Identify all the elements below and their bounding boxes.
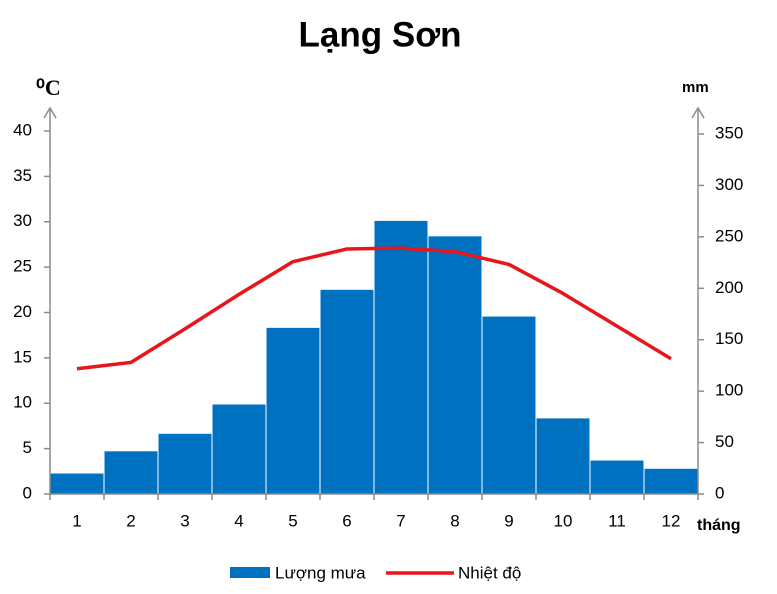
x-tick-label: 10 — [554, 511, 573, 530]
x-tick-label: 5 — [288, 511, 297, 530]
y-tick-label: 35 — [13, 166, 32, 185]
x-tick-label: 1 — [72, 511, 81, 530]
bar — [643, 467, 699, 495]
bar — [535, 417, 591, 495]
bar — [49, 472, 105, 495]
line — [76, 246, 672, 371]
y2-tick-label: 200 — [715, 278, 743, 297]
bar — [373, 219, 429, 495]
y-axis — [43, 106, 57, 494]
y-tick-label: 25 — [13, 257, 32, 276]
x-tick-label: 7 — [396, 511, 405, 530]
x-tick-label: 8 — [450, 511, 459, 530]
bar — [157, 432, 213, 495]
bar — [589, 459, 645, 495]
x-tick-label: 3 — [180, 511, 189, 530]
y2-tick-label: 100 — [715, 381, 743, 400]
y-tick-label: 40 — [13, 120, 32, 139]
legend-label: Nhiệt độ — [458, 563, 521, 582]
bar — [211, 403, 267, 495]
y2-axis-label: mm — [682, 79, 709, 96]
x-tick-label: 11 — [608, 511, 626, 530]
y2-tick-label: 150 — [715, 329, 743, 348]
x-tick-label: 12 — [662, 511, 681, 530]
y2-tick-label: 50 — [715, 432, 734, 451]
legend-label: Lượng mưa — [275, 563, 366, 582]
bar — [103, 450, 159, 495]
bar — [319, 288, 375, 495]
bar — [265, 326, 321, 495]
y-tick-label: 15 — [13, 347, 32, 366]
y2-axis — [691, 106, 705, 494]
x-tick-label: 9 — [504, 511, 513, 530]
x-tick-label: 4 — [234, 511, 243, 530]
x-axis-label: tháng — [697, 517, 741, 534]
legend-swatch — [230, 567, 270, 578]
y2-tick-label: 350 — [715, 123, 743, 142]
y-tick-label: 20 — [13, 302, 32, 321]
y2-tick-label: 0 — [715, 483, 724, 502]
bar — [481, 315, 537, 495]
y2-tick-label: 250 — [715, 226, 743, 245]
y-axis-label: ⁰C — [36, 75, 61, 100]
y-tick-label: 5 — [23, 438, 32, 457]
x-tick-label: 2 — [126, 511, 135, 530]
y-tick-label: 0 — [23, 483, 32, 502]
y-tick-label: 30 — [13, 211, 32, 230]
chart-title: Lạng Sơn — [299, 15, 462, 54]
y-tick-label: 10 — [13, 393, 32, 412]
x-tick-label: 6 — [342, 511, 351, 530]
y2-tick-label: 300 — [715, 175, 743, 194]
bar — [427, 235, 483, 495]
